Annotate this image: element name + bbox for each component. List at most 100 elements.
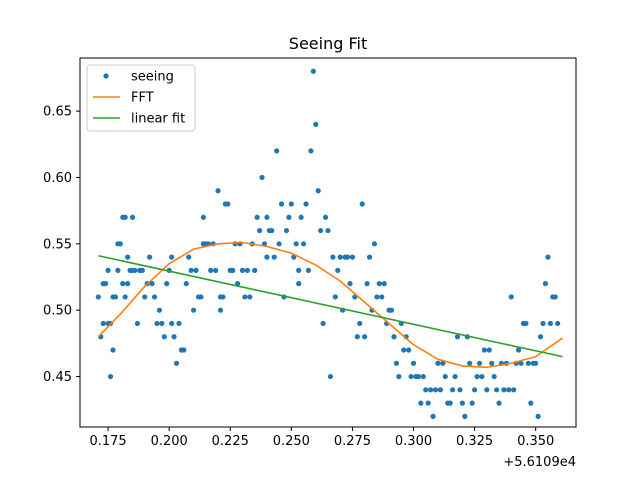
legend-item: seeing <box>103 70 174 85</box>
data-point <box>393 360 400 366</box>
data-point <box>154 320 160 327</box>
x-tick-label: 0.225 <box>212 434 249 449</box>
data-point <box>511 387 517 393</box>
y-tick-label: 0.65 <box>43 105 72 120</box>
y-tick-label: 0.55 <box>43 237 72 252</box>
data-point <box>354 334 360 340</box>
data-point <box>254 214 260 220</box>
data-point <box>191 307 197 313</box>
data-point <box>225 201 231 207</box>
data-point <box>308 148 314 154</box>
data-point <box>169 254 175 260</box>
data-point <box>125 254 131 260</box>
data-point <box>122 214 128 220</box>
data-point <box>484 387 490 393</box>
data-point <box>401 347 407 353</box>
data-point <box>479 373 485 380</box>
data-point <box>303 201 309 207</box>
data-point <box>164 281 170 287</box>
data-point <box>320 320 326 327</box>
data-point <box>215 188 221 194</box>
data-point <box>545 254 551 260</box>
data-point <box>103 281 109 287</box>
data-point <box>293 241 299 247</box>
data-point <box>315 188 321 194</box>
chart-title: Seeing Fit <box>289 34 367 53</box>
data-point <box>220 294 226 300</box>
data-point <box>217 307 224 313</box>
data-point <box>542 281 549 287</box>
data-point <box>252 267 258 273</box>
y-tick-label: 0.50 <box>43 304 72 319</box>
plot-frame <box>79 57 577 428</box>
x-tick-label: 0.250 <box>273 434 310 449</box>
data-point <box>396 373 402 380</box>
data-point <box>406 347 412 353</box>
data-point <box>176 320 182 327</box>
data-point <box>376 281 382 287</box>
data-point <box>198 294 204 300</box>
data-point <box>432 387 439 393</box>
x-tick-label: 0.300 <box>395 434 432 449</box>
data-point <box>313 121 319 127</box>
data-point <box>491 373 497 380</box>
x-axis-offset-label: +5.6109e4 <box>503 455 576 470</box>
data-point <box>129 214 136 220</box>
data-point <box>95 294 101 300</box>
data-point <box>493 387 500 393</box>
data-point <box>515 347 522 353</box>
data-point <box>518 360 524 366</box>
data-point <box>186 254 192 260</box>
data-point <box>300 241 307 247</box>
data-point <box>183 281 189 287</box>
data-point <box>496 400 502 406</box>
data-point <box>327 373 334 380</box>
data-point <box>296 267 302 273</box>
data-point <box>454 334 461 340</box>
data-point <box>440 360 446 366</box>
data-point <box>318 227 324 234</box>
data-point <box>362 334 368 340</box>
data-point <box>298 214 304 220</box>
data-point <box>452 373 458 380</box>
data-point <box>540 320 546 327</box>
data-point <box>437 387 443 393</box>
data-point <box>274 148 280 154</box>
data-point <box>132 267 138 273</box>
data-point <box>173 360 180 366</box>
data-point <box>525 360 531 366</box>
data-point <box>379 294 385 300</box>
legend-label: linear fit <box>131 112 185 127</box>
data-point <box>388 307 395 313</box>
data-point <box>420 373 426 380</box>
data-point <box>476 360 483 366</box>
data-point <box>374 294 380 300</box>
data-point <box>169 320 175 327</box>
x-tick-label: 0.275 <box>334 434 371 449</box>
data-point <box>256 227 263 234</box>
data-point <box>347 281 353 287</box>
data-point <box>105 267 111 273</box>
data-point <box>344 254 351 260</box>
data-point <box>296 281 302 287</box>
x-tick-label: 0.175 <box>89 434 126 449</box>
series-fft-line <box>97 241 564 369</box>
data-point <box>537 334 544 340</box>
data-point <box>486 347 492 353</box>
legend: seeing FFT linear fit <box>86 64 196 132</box>
data-point <box>149 281 155 287</box>
data-point <box>171 334 177 340</box>
data-point <box>278 201 285 207</box>
data-point <box>364 281 370 287</box>
data-point <box>371 241 378 247</box>
data-point <box>332 294 338 300</box>
data-point <box>435 360 441 366</box>
data-point <box>120 281 126 287</box>
data-point <box>200 214 206 220</box>
data-point <box>244 267 250 273</box>
legend-marker <box>103 73 109 79</box>
y-axis: 0.45 0.50 0.55 0.60 0.65 <box>43 105 80 385</box>
data-point <box>147 254 153 260</box>
data-point <box>117 241 123 247</box>
